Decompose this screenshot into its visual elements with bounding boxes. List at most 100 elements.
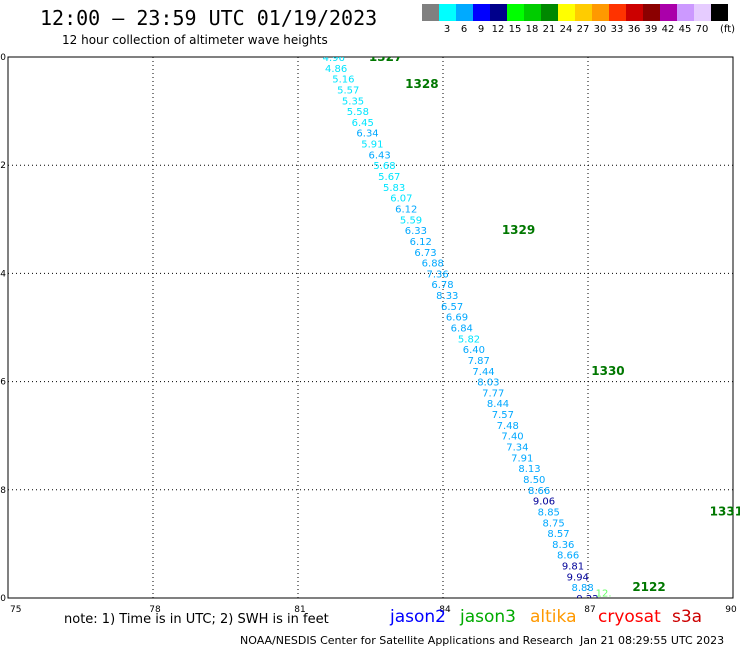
wave-height-value: 8.36 [552, 540, 574, 551]
legend-swatch [456, 4, 473, 21]
page-title: 12:00 — 23:59 UTC 01/19/2023 [40, 6, 378, 30]
longitude-tick-label: 78 [149, 605, 161, 615]
legend-swatch [575, 4, 592, 21]
wave-height-value: 8.88 [572, 583, 594, 594]
wave-height-value: 4.96 [323, 53, 345, 64]
wave-height-value: 6.45 [352, 118, 374, 129]
wave-height-value: 7.87 [468, 356, 490, 367]
pass-number-label: 1328 [405, 77, 438, 91]
legend-swatch [711, 4, 728, 21]
wave-height-value: 8.85 [538, 507, 560, 518]
legend-label: 18 [525, 24, 539, 35]
longitude-tick-label: 87 [584, 605, 595, 615]
wave-height-value: 6.33 [405, 226, 427, 237]
latitude-tick-label: -40 [0, 53, 6, 63]
legend-swatch [473, 4, 490, 21]
legend-label: 9 [477, 24, 485, 35]
wave-height-value: 5.58 [347, 107, 369, 118]
footer-note: note: 1) Time is in UTC; 2) SWH is in fe… [64, 612, 329, 627]
legend-swatch [609, 4, 626, 21]
wave-height-value: 7.77 [482, 388, 504, 399]
legend-label: 3 [443, 24, 451, 35]
legend-swatch [677, 4, 694, 21]
legend-label: 24 [559, 24, 573, 35]
wave-height-value: 8.66 [557, 551, 579, 562]
wave-height-value: 9.94 [567, 572, 589, 583]
legend-label: 6 [460, 24, 468, 35]
map-frame [7, 56, 734, 599]
wave-height-value: 8.33 [436, 291, 458, 302]
wave-height-value: 7.34 [506, 443, 528, 454]
pass-number-label: 2122 [632, 580, 665, 594]
legend-label: 70 [695, 24, 709, 35]
legend-label: 27 [576, 24, 590, 35]
longitude-tick-label: 84 [439, 605, 451, 615]
wave-height-value: 7.36 [427, 269, 449, 280]
latitude-tick-label: -46 [0, 378, 6, 388]
wave-height-value: 7.57 [492, 410, 514, 421]
wave-height-value: 8.03 [477, 378, 499, 389]
wave-height-value: 8.57 [547, 529, 569, 540]
wave-height-value: 5.91 [361, 140, 383, 151]
legend-swatch [592, 4, 609, 21]
longitude-tick-label: 90 [725, 605, 737, 615]
pass-number-label: 1330 [591, 364, 624, 378]
wave-height-value: 7.91 [511, 453, 533, 464]
legend-label: 39 [644, 24, 658, 35]
pass-number-label: 1329 [502, 223, 535, 237]
legend-label: 45 [678, 24, 692, 35]
credit-line: NOAA/NESDIS Center for Satellite Applica… [240, 634, 574, 647]
latitude-tick-label: -44 [0, 269, 6, 279]
satellite-cryosat-label: cryosat [598, 607, 661, 627]
wave-height-value: 7.48 [497, 421, 519, 432]
satellite-altika-label: altika [530, 607, 577, 627]
legend-label: 21 [542, 24, 556, 35]
wave-height-value: 6.12 [410, 237, 432, 248]
wave-height-value: 6.88 [422, 259, 444, 270]
legend-label: 42 [661, 24, 675, 35]
wave-height-value: 6.43 [369, 150, 391, 161]
wave-height-value: 6.84 [451, 324, 473, 335]
wave-height-value: 6.12 [395, 204, 417, 215]
latitude-tick-label: -48 [0, 486, 6, 496]
wave-height-value: 8.66 [528, 486, 550, 497]
legend-swatch [524, 4, 541, 21]
wave-height-value: 6.78 [431, 280, 453, 291]
latitude-tick-label: -50 [0, 594, 6, 604]
legend-swatch [541, 4, 558, 21]
legend-label: 15 [508, 24, 522, 35]
satellite-s3a-label: s3a [672, 607, 703, 627]
wave-height-value: 8.75 [543, 518, 565, 529]
wave-height-value: 5.67 [378, 172, 400, 183]
wave-height-value: 5.82 [458, 334, 480, 345]
wave-height-value: 5.35 [342, 96, 364, 107]
pass-number-label: 1331 [710, 504, 740, 518]
longitude-tick-label: 81 [294, 605, 305, 615]
wave-height-value: 6.40 [463, 345, 485, 356]
observation-layer: 4.964.865.165.575.355.586.456.345.916.43… [323, 53, 740, 605]
legend-swatch [439, 4, 456, 21]
wave-height-value: 5.59 [400, 215, 422, 226]
legend-label: 30 [593, 24, 607, 35]
wave-height-value: 7.44 [472, 367, 494, 378]
wave-height-value: 7.40 [501, 432, 523, 443]
wave-height-value: 6.73 [414, 248, 436, 259]
wave-height-value: 5.16 [332, 75, 354, 86]
legend-label: 12 [491, 24, 505, 35]
wave-height-value: 6.69 [446, 313, 468, 324]
wave-height-value: 8.50 [523, 475, 545, 486]
wave-height-value: 4.86 [325, 64, 347, 75]
legend-unit: (ft) [720, 24, 736, 35]
wave-height-value: 8.13 [518, 464, 540, 475]
legend-swatch [626, 4, 643, 21]
wave-height-value: 6.07 [390, 194, 412, 205]
wave-height-value: 9.22 [576, 594, 598, 605]
legend-label: 36 [627, 24, 641, 35]
page-subtitle: 12 hour collection of altimeter wave hei… [62, 33, 328, 47]
wave-height-value: 5.83 [383, 183, 405, 194]
legend-swatch [660, 4, 677, 21]
legend-swatch [558, 4, 575, 21]
wave-height-value: 6.57 [441, 302, 463, 313]
wave-height-value: 9.06 [533, 497, 555, 508]
